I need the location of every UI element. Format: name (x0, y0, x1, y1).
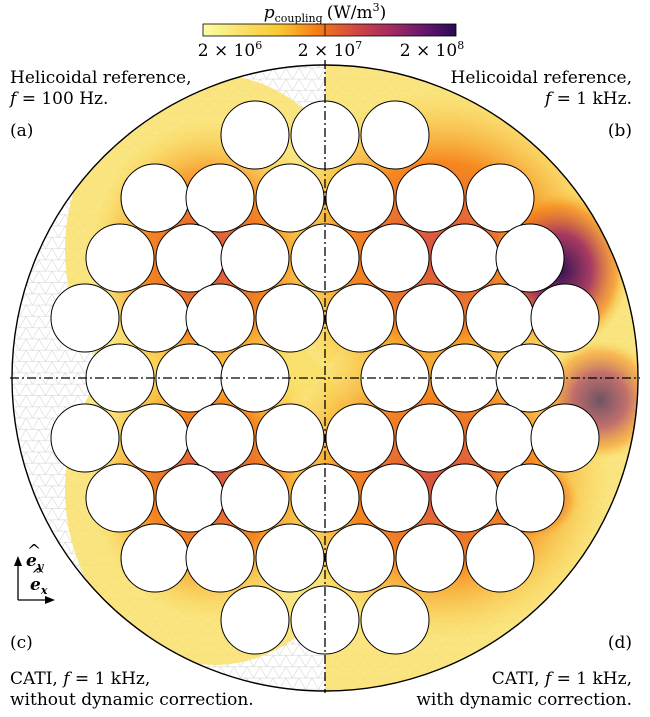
conductor-hole-53 (290, 585, 360, 655)
conductor-hole-52 (220, 585, 290, 655)
conductor-hole-14 (360, 223, 430, 293)
conductor-hole-15 (430, 223, 500, 293)
conductor-hole-4 (120, 163, 190, 233)
conductor-hole-34 (255, 403, 325, 473)
panel-a-line1: Helicoidal reference, (10, 68, 191, 88)
panel-b-line1: Helicoidal reference, (451, 68, 632, 88)
colorbar-title: pcoupling (W/m3) (264, 1, 387, 25)
conductor-hole-19 (185, 283, 255, 353)
x-arrowhead-icon (45, 596, 55, 604)
conductor-hole-44 (430, 463, 500, 533)
conductor-hole-37 (465, 403, 535, 473)
conductor-hole-33 (185, 403, 255, 473)
conductor-hole-23 (465, 283, 535, 353)
y-hat-icon: ^ (27, 541, 41, 561)
panel-d-tag: (d) (608, 633, 632, 653)
colorbar-unit-close: ) (380, 3, 387, 23)
panel-b-tag: (b) (608, 121, 632, 141)
conductor-hole-24 (530, 283, 600, 353)
conductor-hole-51 (465, 523, 535, 593)
conductor-hole-45 (495, 463, 565, 533)
x-axis-label: ex (30, 575, 48, 597)
colorbar-subscript: coupling (275, 12, 323, 25)
panel-d-line2: with dynamic correction. (416, 690, 632, 710)
conductor-holes (50, 100, 600, 655)
conductor-hole-48 (255, 523, 325, 593)
conductor-hole-21 (325, 283, 395, 353)
conductor-hole-31 (50, 403, 120, 473)
conductor-hole-30 (495, 343, 565, 413)
colorbar-tick-label-1: 2 × 106 (198, 39, 263, 61)
panel-a-tag: (a) (10, 121, 33, 141)
conductor-hole-40 (155, 463, 225, 533)
panel-c-line2: without dynamic correction. (10, 690, 254, 710)
panel-c-line1: CATI, f = 1 kHz, (10, 669, 150, 689)
conductor-hole-12 (220, 223, 290, 293)
conductor-hole-17 (50, 283, 120, 353)
conductor-hole-41 (220, 463, 290, 533)
conductor-hole-7 (325, 163, 395, 233)
panel-b-line2: f = 1 kHz. (543, 89, 632, 109)
conductor-hole-8 (395, 163, 465, 233)
colorbar: pcoupling (W/m3) 2 × 106 2 × 107 2 × 108 (198, 1, 465, 61)
conductor-hole-10 (85, 223, 155, 293)
axis-indicator: ey ^ ex ^ (14, 541, 55, 604)
conductor-hole-49 (325, 523, 395, 593)
y-axis-label: ey (26, 551, 45, 573)
conductor-hole-22 (395, 283, 465, 353)
conductor-hole-9 (465, 163, 535, 233)
colorbar-unit: (W/m (327, 3, 373, 23)
conductor-hole-38 (530, 403, 600, 473)
colorbar-unit-exp: 3 (373, 1, 380, 14)
colorbar-tick-label-3: 2 × 108 (400, 39, 465, 61)
conductor-hole-54 (360, 585, 430, 655)
colorbar-tick-label-2: 2 × 107 (298, 39, 363, 61)
colorbar-gradient (202, 23, 457, 37)
conductor-hole-46 (120, 523, 190, 593)
conductor-hole-39 (85, 463, 155, 533)
conductor-hole-16 (495, 223, 565, 293)
conductor-hole-20 (255, 283, 325, 353)
conductor-hole-43 (360, 463, 430, 533)
conductor-hole-35 (325, 403, 395, 473)
panel-c-tag: (c) (10, 633, 33, 653)
conductor-hole-32 (120, 403, 190, 473)
x-hat-icon: ^ (31, 565, 45, 585)
conductor-hole-6 (255, 163, 325, 233)
panel-a-line2: f = 100 Hz. (8, 89, 108, 109)
y-arrowhead-icon (14, 556, 22, 566)
panel-d-line1: CATI, f = 1 kHz, (492, 669, 632, 689)
colorbar-symbol: p (264, 3, 275, 23)
conductor-hole-5 (185, 163, 255, 233)
conductor-hole-28 (360, 343, 430, 413)
conductor-hole-18 (120, 283, 190, 353)
conductor-hole-11 (155, 223, 225, 293)
conductor-hole-13 (290, 223, 360, 293)
conductor-hole-47 (185, 523, 255, 593)
conductor-hole-36 (395, 403, 465, 473)
conductor-hole-1 (220, 100, 290, 170)
conductor-hole-50 (395, 523, 465, 593)
conductor-hole-3 (360, 100, 430, 170)
